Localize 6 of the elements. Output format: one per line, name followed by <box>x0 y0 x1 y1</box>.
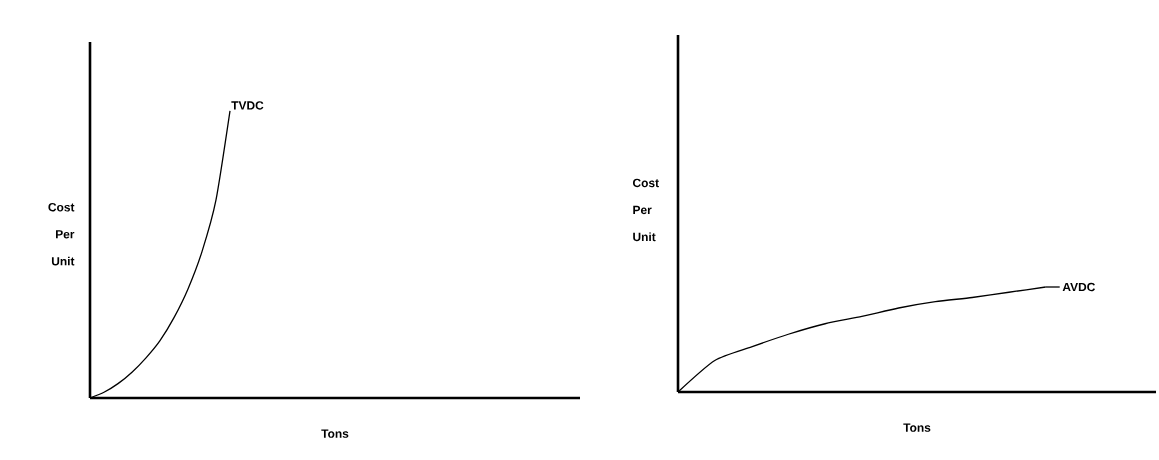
text: TVDC <box>231 101 264 110</box>
annotation: AVDC <box>1062 282 1096 292</box>
x-axis-title: Tons <box>903 423 931 432</box>
text: Cost Per Unit <box>632 178 659 242</box>
x-axis-title: Tons <box>321 429 349 438</box>
text: Cost Per Unit <box>48 203 75 266</box>
